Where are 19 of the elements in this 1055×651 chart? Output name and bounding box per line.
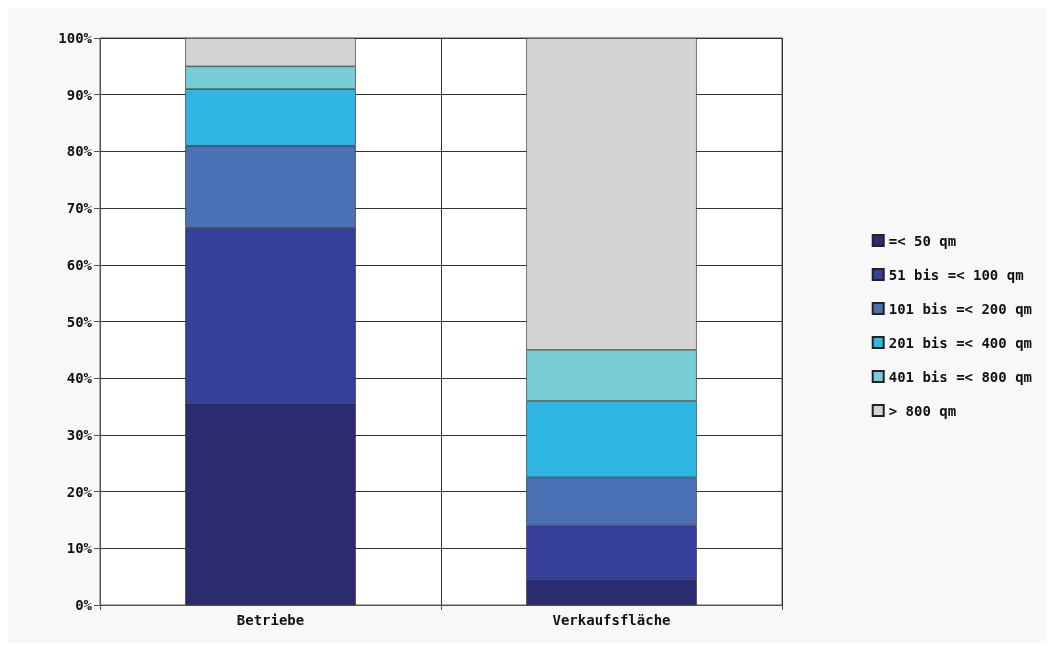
y-tick-label: 80% xyxy=(66,143,93,160)
legend-label: 401 bis =< 800 qm xyxy=(888,368,1033,385)
y-tick-label: 50% xyxy=(66,313,93,330)
legend-label: 51 bis =< 100 qm xyxy=(888,266,1024,283)
legend-label: 101 bis =< 200 qm xyxy=(888,300,1033,317)
y-tick-label: 20% xyxy=(66,483,93,500)
legend-label: 201 bis =< 400 qm xyxy=(888,334,1033,351)
x-tick-label: Betriebe xyxy=(236,612,305,628)
x-tick-label: Verkaufsfläche xyxy=(552,612,671,628)
legend-label: > 800 qm xyxy=(888,402,957,419)
y-tick-label: 0% xyxy=(75,597,93,613)
y-tick-label: 10% xyxy=(66,540,93,557)
legend-label: =< 50 qm xyxy=(888,232,957,249)
y-tick-label: 100% xyxy=(58,30,93,46)
y-tick-label: 90% xyxy=(66,86,93,103)
y-tick-label: 70% xyxy=(66,200,93,217)
y-tick-label: 40% xyxy=(66,370,93,387)
y-tick-label: 30% xyxy=(66,426,93,443)
y-tick-label: 60% xyxy=(66,256,93,273)
